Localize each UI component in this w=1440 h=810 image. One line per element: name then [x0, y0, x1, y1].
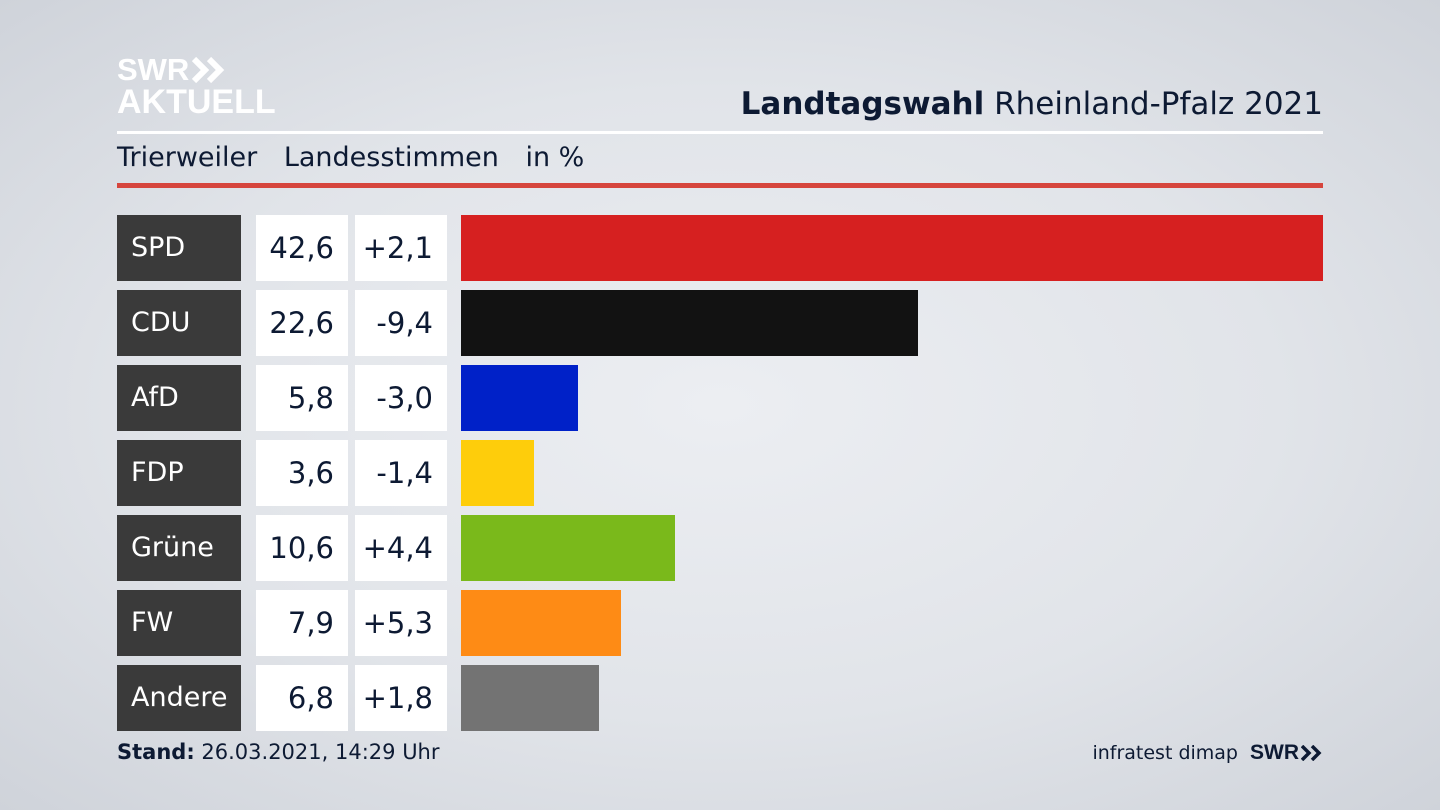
double-chevron-icon: [192, 56, 225, 83]
change-label: +4,4: [355, 515, 447, 581]
change-label: +2,1: [355, 215, 447, 281]
subtitle-unit: in %: [525, 142, 585, 173]
vote-share-label: 42,6: [256, 215, 348, 281]
swr-small-text: SWR: [1250, 741, 1299, 764]
chart-row: FDP 3,6 -1,4: [117, 440, 1323, 506]
vote-share-label: 22,6: [256, 290, 348, 356]
vote-share-label: 7,9: [256, 590, 348, 656]
stand-value: 26.03.2021, 14:29 Uhr: [201, 740, 440, 764]
chart-row: CDU 22,6 -9,4: [117, 290, 1323, 356]
source-credit: infratest dimap SWR: [1092, 741, 1323, 765]
accent-divider: [117, 183, 1323, 188]
chart-row: AfD 5,8 -3,0: [117, 365, 1323, 431]
vote-share-label: 6,8: [256, 665, 348, 731]
change-label: -3,0: [355, 365, 447, 431]
chart-subtitle: Trierweiler Landesstimmen in %: [117, 142, 602, 173]
chart-row: SPD 42,6 +2,1: [117, 215, 1323, 281]
change-label: +1,8: [355, 665, 447, 731]
result-bar: [461, 440, 534, 506]
result-bar: [461, 665, 599, 731]
chart-row: Grüne 10,6 +4,4: [117, 515, 1323, 581]
title-bold: Landtagswahl: [740, 86, 985, 122]
timestamp: Stand: 26.03.2021, 14:29 Uhr: [117, 740, 440, 764]
change-label: -1,4: [355, 440, 447, 506]
title-rest: Rheinland-Pfalz 2021: [994, 86, 1323, 122]
party-label: SPD: [117, 215, 241, 281]
logo-text-swr: SWR: [117, 52, 190, 87]
party-label: Andere: [117, 665, 241, 731]
change-label: +5,3: [355, 590, 447, 656]
source-text: infratest dimap: [1092, 742, 1238, 764]
party-label: CDU: [117, 290, 241, 356]
result-bar: [461, 215, 1323, 281]
chart-row: Andere 6,8 +1,8: [117, 665, 1323, 731]
vote-share-label: 10,6: [256, 515, 348, 581]
double-chevron-small-icon: [1301, 745, 1322, 761]
party-label: AfD: [117, 365, 241, 431]
vote-share-label: 5,8: [256, 365, 348, 431]
swr-small-logo: SWR: [1250, 741, 1323, 765]
party-label: Grüne: [117, 515, 241, 581]
party-label: FW: [117, 590, 241, 656]
result-bar: [461, 590, 621, 656]
subtitle-place: Trierweiler: [117, 142, 258, 173]
result-bar: [461, 290, 918, 356]
header-divider: [117, 131, 1323, 134]
swr-aktuell-logo: SWR AKTUELL: [117, 54, 276, 119]
logo-text-aktuell: AKTUELL: [117, 83, 276, 121]
subtitle-kind: Landesstimmen: [283, 142, 499, 173]
change-label: -9,4: [355, 290, 447, 356]
result-bar: [461, 365, 578, 431]
page-title: Landtagswahl Rheinland-Pfalz 2021: [741, 86, 1323, 122]
chart-row: FW 7,9 +5,3: [117, 590, 1323, 656]
vote-share-label: 3,6: [256, 440, 348, 506]
stand-label: Stand:: [117, 740, 195, 764]
result-bar: [461, 515, 675, 581]
party-label: FDP: [117, 440, 241, 506]
